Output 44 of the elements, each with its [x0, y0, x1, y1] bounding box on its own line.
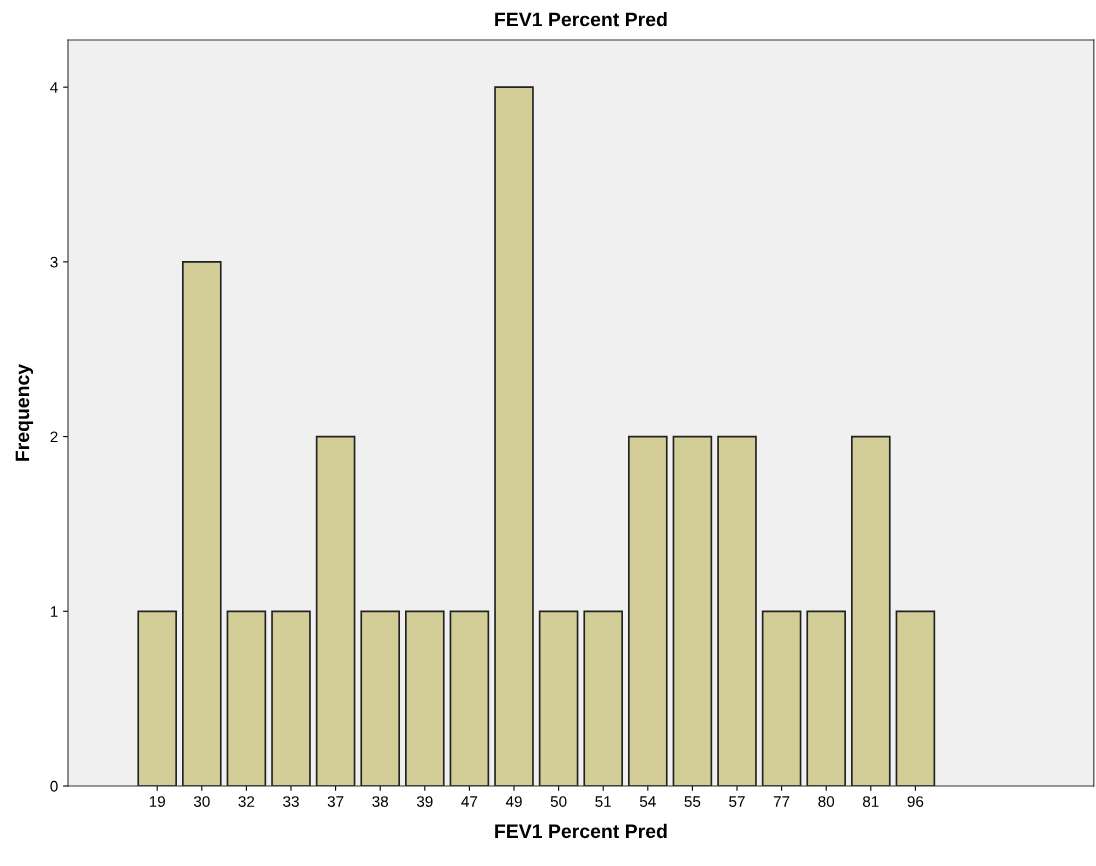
- bar: [628, 435, 668, 786]
- y-tick-label: 0: [50, 780, 58, 792]
- y-axis-title: Frequency: [15, 363, 34, 461]
- x-tick-label: 81: [862, 796, 879, 807]
- y-tick-label: 3: [50, 256, 58, 268]
- x-tick-label: 39: [416, 796, 433, 807]
- bar: [137, 610, 177, 786]
- bar: [226, 610, 267, 786]
- bar: [360, 610, 400, 786]
- bar: [851, 435, 891, 786]
- x-tick-label: 49: [505, 796, 522, 807]
- x-tick-label: 32: [238, 796, 255, 807]
- bar: [583, 610, 623, 786]
- x-tick-label: 19: [149, 796, 165, 807]
- bar: [315, 435, 356, 786]
- x-tick-label: 55: [684, 796, 701, 807]
- x-tick-label: 50: [550, 796, 567, 807]
- bar: [449, 610, 490, 786]
- x-tick-label: 33: [283, 796, 299, 807]
- y-tick-label: 1: [50, 606, 58, 617]
- x-tick-label: 96: [907, 796, 924, 807]
- bar: [182, 261, 222, 786]
- x-tick-label: 38: [372, 796, 389, 807]
- bar: [895, 610, 936, 786]
- x-tick-label: 77: [773, 796, 790, 807]
- x-tick-label: 54: [639, 796, 656, 807]
- bar: [806, 610, 846, 786]
- x-tick-label: 57: [729, 796, 745, 807]
- x-tick-label: 47: [461, 796, 478, 807]
- x-axis-title: FEV1 Percent Pred: [495, 823, 667, 839]
- bar: [271, 610, 311, 786]
- bar: [538, 610, 579, 786]
- chart-title: FEV1 Percent Pred: [495, 12, 667, 27]
- x-tick-label: 80: [818, 796, 835, 807]
- bar: [494, 86, 534, 786]
- y-tick-label: 2: [50, 431, 58, 443]
- x-tick-label: 51: [595, 796, 611, 807]
- x-tick-label: 37: [327, 796, 344, 807]
- y-tick-label: 4: [50, 82, 58, 93]
- bar: [761, 610, 802, 786]
- bar: [672, 435, 713, 786]
- bar: [717, 435, 757, 786]
- bar: [405, 610, 445, 786]
- x-tick-label: 30: [193, 796, 210, 807]
